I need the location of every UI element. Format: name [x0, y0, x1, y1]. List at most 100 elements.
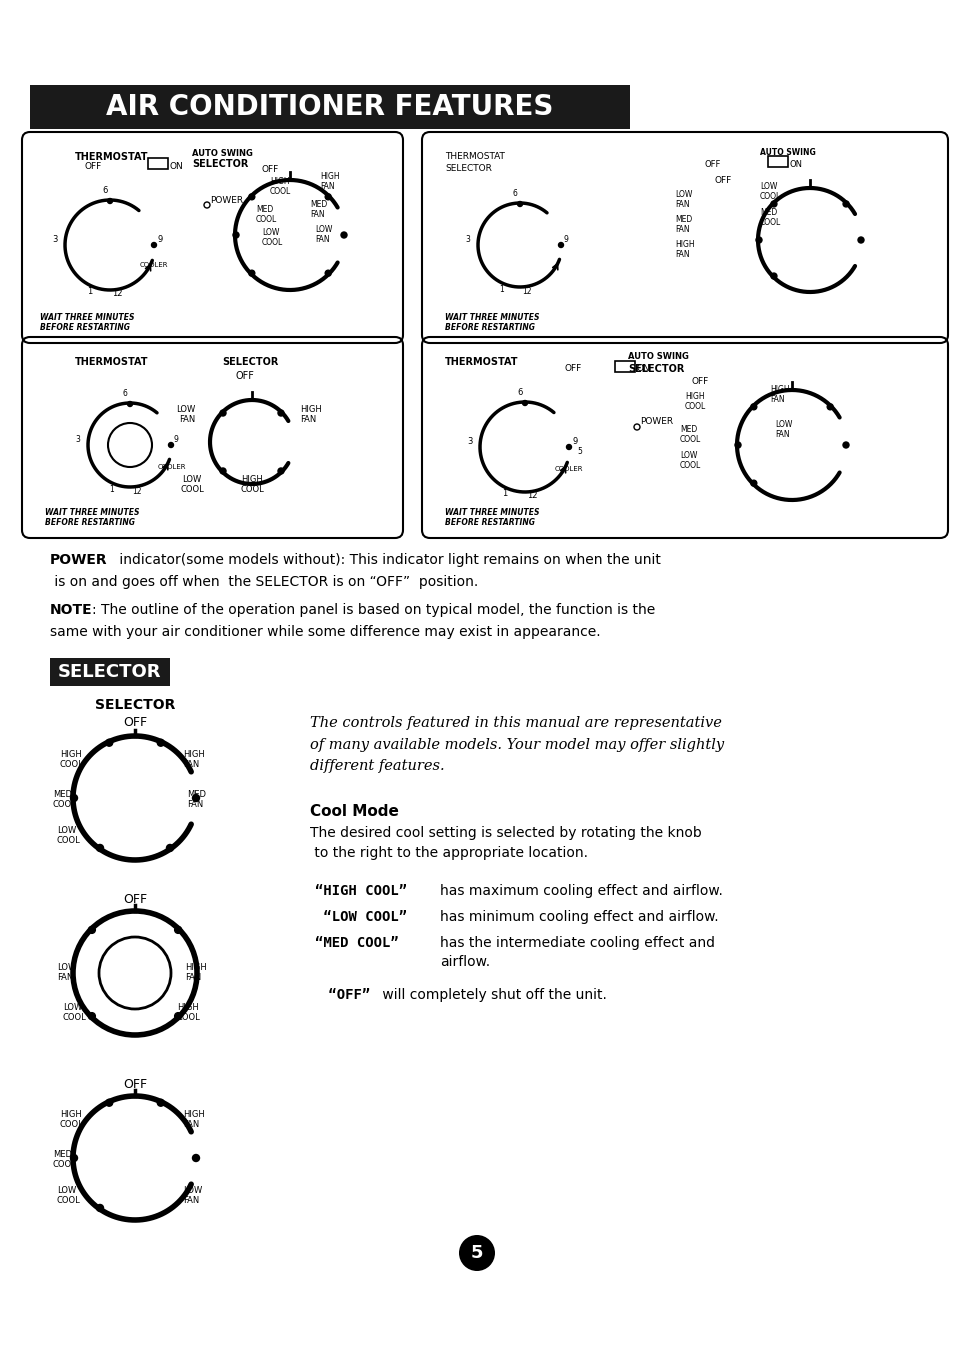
- Circle shape: [152, 242, 156, 248]
- Text: “OFF”: “OFF”: [319, 988, 370, 1002]
- Circle shape: [249, 271, 254, 276]
- Text: LOW
COOL: LOW COOL: [262, 227, 283, 246]
- Circle shape: [89, 1013, 95, 1020]
- Text: HIGH
FAN: HIGH FAN: [183, 1110, 205, 1129]
- Text: 6: 6: [512, 190, 517, 198]
- Circle shape: [249, 194, 254, 200]
- Text: LOW
COOL: LOW COOL: [180, 475, 204, 494]
- Circle shape: [750, 481, 756, 486]
- Bar: [767, 156, 787, 167]
- Text: LOW
COOL: LOW COOL: [760, 181, 781, 200]
- Text: HIGH
FAN: HIGH FAN: [319, 172, 339, 191]
- Text: 1: 1: [110, 485, 113, 494]
- Text: HIGH
COOL: HIGH COOL: [177, 1003, 200, 1022]
- Text: COOLER: COOLER: [555, 466, 583, 473]
- Text: LOW
COOL: LOW COOL: [679, 451, 700, 470]
- Text: 12: 12: [112, 288, 122, 298]
- Circle shape: [71, 795, 77, 802]
- Circle shape: [106, 1099, 112, 1106]
- Text: 1: 1: [498, 284, 503, 294]
- Text: WAIT THREE MINUTES: WAIT THREE MINUTES: [45, 508, 139, 517]
- Circle shape: [517, 202, 522, 207]
- Text: OFF: OFF: [704, 160, 720, 169]
- Text: NOTE: NOTE: [50, 603, 92, 617]
- Circle shape: [96, 845, 104, 852]
- Text: HIGH
FAN: HIGH FAN: [675, 240, 694, 259]
- Circle shape: [193, 1155, 199, 1162]
- Text: MED
FAN: MED FAN: [675, 215, 692, 234]
- Bar: [50, 658, 170, 686]
- Text: HIGH
FAN: HIGH FAN: [769, 385, 789, 403]
- Text: 12: 12: [521, 287, 531, 297]
- Text: SELECTOR: SELECTOR: [94, 699, 175, 712]
- Text: SELECTOR: SELECTOR: [222, 357, 278, 367]
- Text: THERMOSTAT: THERMOSTAT: [444, 357, 518, 367]
- Text: : The outline of the operation panel is based on typical model, the function is : : The outline of the operation panel is …: [91, 603, 655, 617]
- Text: BEFORE RESTARTING: BEFORE RESTARTING: [444, 324, 535, 332]
- Circle shape: [220, 468, 226, 474]
- Text: 1: 1: [501, 489, 506, 498]
- Circle shape: [157, 1099, 164, 1106]
- Text: LOW
FAN: LOW FAN: [183, 1186, 202, 1205]
- Text: THERMOSTAT: THERMOSTAT: [444, 152, 504, 161]
- Text: OFF: OFF: [262, 165, 279, 175]
- Text: OFF: OFF: [123, 1078, 147, 1091]
- Text: Cool Mode: Cool Mode: [310, 804, 398, 819]
- Circle shape: [770, 200, 776, 207]
- Text: POWER: POWER: [50, 552, 108, 567]
- Text: LOW
COOL: LOW COOL: [57, 1186, 81, 1205]
- Text: THERMOSTAT: THERMOSTAT: [75, 152, 149, 162]
- Text: OFF: OFF: [564, 364, 581, 372]
- Text: “MED COOL”: “MED COOL”: [314, 936, 398, 951]
- Text: 1: 1: [87, 287, 91, 297]
- Text: HIGH
FAN: HIGH FAN: [299, 405, 321, 424]
- Circle shape: [340, 232, 347, 238]
- Text: has minimum cooling effect and airflow.: has minimum cooling effect and airflow.: [439, 910, 718, 923]
- Circle shape: [96, 1205, 104, 1212]
- Bar: [30, 85, 629, 129]
- Circle shape: [128, 402, 132, 406]
- Text: AUTO SWING: AUTO SWING: [192, 149, 253, 158]
- Circle shape: [325, 194, 331, 200]
- Text: BEFORE RESTARTING: BEFORE RESTARTING: [45, 519, 135, 527]
- Text: LOW
FAN: LOW FAN: [57, 963, 76, 982]
- Text: will completely shut off the unit.: will completely shut off the unit.: [377, 988, 606, 1002]
- Circle shape: [325, 271, 331, 276]
- Text: SELECTOR: SELECTOR: [192, 158, 248, 169]
- Circle shape: [842, 200, 848, 207]
- Circle shape: [857, 237, 863, 242]
- Text: 6: 6: [122, 389, 128, 398]
- Text: 9: 9: [173, 436, 178, 444]
- Text: MED
COOL: MED COOL: [760, 209, 781, 226]
- Text: 9: 9: [573, 437, 578, 447]
- Circle shape: [174, 1013, 181, 1020]
- Text: OFF: OFF: [85, 162, 102, 171]
- Text: HIGH
COOL: HIGH COOL: [60, 1110, 84, 1129]
- Circle shape: [566, 444, 571, 450]
- Circle shape: [174, 926, 181, 933]
- Text: LOW
FAN: LOW FAN: [675, 190, 692, 209]
- Text: has maximum cooling effect and airflow.: has maximum cooling effect and airflow.: [439, 884, 722, 898]
- Text: ON: ON: [789, 160, 802, 169]
- Text: MED
FAN: MED FAN: [310, 200, 327, 219]
- Circle shape: [108, 199, 112, 203]
- Text: has the intermediate cooling effect and
airflow.: has the intermediate cooling effect and …: [439, 936, 714, 969]
- Text: SELECTOR: SELECTOR: [444, 164, 492, 173]
- Text: COOLER: COOLER: [140, 263, 169, 268]
- Text: 9: 9: [158, 236, 163, 245]
- Text: OFF: OFF: [123, 894, 147, 906]
- Circle shape: [167, 845, 173, 852]
- Text: HIGH
COOL: HIGH COOL: [270, 177, 291, 196]
- Text: 12: 12: [132, 487, 141, 496]
- Circle shape: [157, 739, 164, 746]
- Text: 3: 3: [52, 236, 58, 245]
- Circle shape: [755, 237, 761, 242]
- Bar: [148, 158, 168, 169]
- Text: HIGH
COOL: HIGH COOL: [240, 475, 264, 494]
- Text: LOW
FAN: LOW FAN: [314, 225, 332, 244]
- Circle shape: [233, 232, 239, 238]
- Text: 12: 12: [526, 492, 537, 500]
- Circle shape: [558, 242, 563, 248]
- Text: WAIT THREE MINUTES: WAIT THREE MINUTES: [444, 508, 539, 517]
- Text: LOW
FAN: LOW FAN: [175, 405, 194, 424]
